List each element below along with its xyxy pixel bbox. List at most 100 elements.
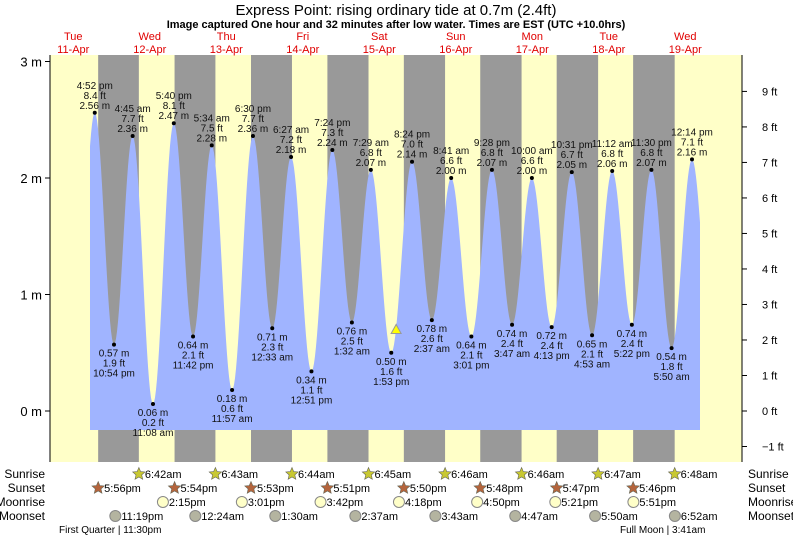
sunrise-time: 6:43am (221, 469, 258, 481)
low-tide-label: 2.1 ft (460, 350, 482, 361)
moonrise-time: 5:21pm (561, 497, 598, 509)
low-tide-label: 1.1 ft (300, 385, 322, 396)
high-tide-label: 6.8 ft (360, 148, 382, 159)
low-tide-label: 5:22 pm (614, 349, 650, 360)
low-tide-label: 2.3 ft (261, 342, 283, 353)
sunrise-star-icon (438, 466, 453, 480)
low-tide-label: 3:01 pm (453, 360, 489, 371)
high-tide-label: 11:30 pm (631, 138, 672, 149)
low-tide-label: 11:57 am (212, 414, 253, 425)
moonset-moon-icon (429, 510, 442, 522)
high-tide-point (449, 176, 454, 180)
high-tide-point (330, 148, 335, 153)
low-tide-label: 0.18 m (217, 394, 248, 405)
low-tide-label: 11:08 am (133, 428, 174, 439)
high-tide-label: 7.2 ft (280, 135, 302, 146)
moonrise-moon-icon (314, 496, 327, 508)
sunrise-time: 6:46am (451, 469, 488, 481)
sunrise-star-icon (667, 466, 682, 480)
right-tick-label: 2 ft (762, 335, 777, 347)
low-tide-label: 2.6 ft (421, 334, 443, 345)
moonrise-moon-icon (471, 496, 484, 508)
sunrise-star-icon (131, 466, 146, 480)
moonset-time: 11:19pm (121, 511, 163, 523)
low-tide-label: 1:53 pm (373, 377, 409, 388)
sunset-row-label-right: Sunset (748, 481, 786, 495)
low-tide-label: 0.72 m (536, 331, 567, 342)
low-tide-label: 4:13 pm (534, 351, 570, 362)
sunrise-time: 6:42am (145, 469, 182, 481)
sunrise-time: 6:45am (375, 469, 412, 481)
day-date-label: 13-Apr (210, 44, 243, 56)
high-tide-label: 6:27 am (273, 125, 309, 136)
day-name-label: Thu (217, 31, 236, 43)
sunrise-star-icon (361, 466, 376, 480)
moonset-row-label: Moonset (0, 509, 46, 523)
high-tide-label: 7.7 ft (242, 114, 264, 125)
moonset-moon-icon (109, 510, 122, 522)
high-tide-label: 2.07 m (356, 158, 387, 169)
high-tide-label: 7.0 ft (401, 140, 423, 151)
moonrise-moon-icon (156, 496, 169, 508)
right-tick-label: −1 ft (762, 442, 784, 454)
low-tide-point (230, 388, 235, 393)
high-tide-label: 10:00 am (511, 146, 553, 157)
low-tide-label: 2.4 ft (501, 339, 523, 350)
low-tide-label: 1.8 ft (660, 362, 682, 373)
moonrise-time: 3:01pm (248, 497, 285, 509)
moonset-time: 1:30am (281, 511, 318, 523)
high-tide-label: 5:40 pm (156, 91, 192, 102)
high-tide-label: 6.8 ft (640, 148, 662, 159)
high-tide-label: 2.24 m (317, 138, 348, 149)
low-tide-label: 2.4 ft (621, 339, 643, 350)
sunrise-time: 6:44am (298, 469, 335, 481)
high-tide-label: 2.36 m (238, 124, 269, 135)
high-tide-point (610, 169, 615, 174)
day-name-label: Wed (139, 31, 161, 43)
low-tide-label: 3:47 am (494, 349, 530, 360)
high-tide-label: 8.1 ft (163, 101, 185, 112)
day-name-label: Tue (599, 31, 618, 43)
moonset-moon-icon (589, 510, 602, 522)
low-tide-point (309, 369, 314, 374)
sunrise-time: 6:48am (681, 469, 718, 481)
moonrise-time: 3:42pm (327, 497, 364, 509)
sunrise-row-label-right: Sunrise (748, 467, 789, 481)
sunrise-star-icon (514, 466, 529, 480)
moonset-time: 5:50am (601, 511, 638, 523)
left-tick-label: 0 m (20, 404, 42, 419)
low-tide-point (150, 402, 155, 407)
high-tide-point (289, 155, 294, 160)
sunset-time: 5:48pm (486, 483, 523, 495)
low-tide-label: 4:53 am (574, 359, 610, 370)
left-tick-label: 1 m (20, 288, 42, 303)
high-tide-label: 12:14 pm (671, 127, 713, 138)
moonset-time: 6:52am (681, 511, 718, 523)
low-tide-label: 12:51 pm (291, 395, 333, 406)
low-tide-label: 2.1 ft (581, 349, 603, 360)
sunrise-star-icon (591, 466, 606, 480)
high-tide-label: 2.07 m (477, 158, 508, 169)
low-tide-label: 0.34 m (296, 375, 327, 386)
day-name-label: Fri (296, 31, 309, 43)
high-tide-label: 6.6 ft (521, 156, 543, 167)
low-tide-point (349, 320, 354, 325)
low-tide-label: 1.6 ft (380, 367, 402, 378)
right-tick-label: 8 ft (762, 122, 777, 134)
right-tick-label: 4 ft (762, 264, 777, 276)
moonrise-time: 5:51pm (639, 497, 676, 509)
high-tide-label: 7.1 ft (681, 137, 703, 148)
high-tide-label: 8.4 ft (84, 91, 106, 102)
low-tide-label: 0.71 m (257, 332, 288, 343)
sunrise-star-icon (285, 466, 299, 480)
sunrise-time: 6:47am (604, 469, 641, 481)
high-tide-point (569, 170, 574, 175)
day-date-label: 14-Apr (286, 44, 319, 56)
sunset-star-icon (244, 480, 258, 494)
high-tide-label: 2.28 m (196, 133, 227, 144)
low-tide-label: 0.2 ft (142, 418, 164, 429)
high-tide-label: 6:30 pm (235, 104, 271, 115)
low-tide-point (469, 334, 474, 339)
high-tide-label: 2.36 m (117, 124, 148, 135)
moonset-moon-icon (349, 510, 362, 522)
